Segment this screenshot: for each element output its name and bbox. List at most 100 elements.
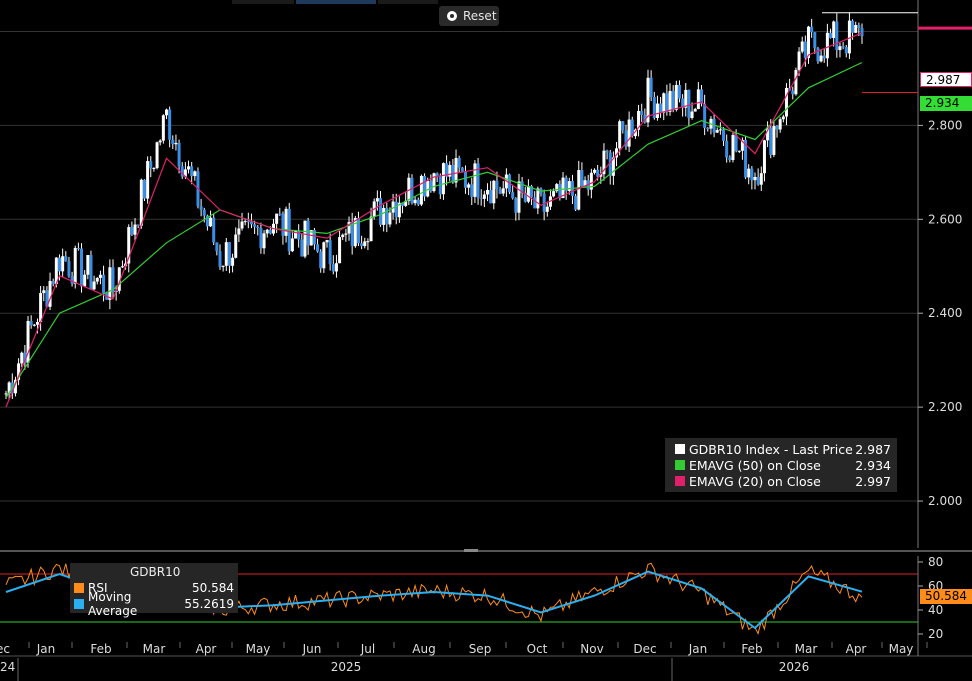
- price-bar-body: [265, 229, 269, 234]
- price-bar-body: [262, 233, 266, 249]
- price-bar-body: [83, 274, 87, 287]
- price-bar-body: [404, 200, 408, 206]
- price-bar-body: [448, 165, 452, 177]
- price-bar-body: [460, 167, 464, 172]
- price-bar-body: [665, 93, 669, 112]
- price-bar-body: [218, 251, 222, 267]
- price-bar-body: [139, 179, 143, 226]
- panel-resize-handle[interactable]: [464, 549, 478, 552]
- year-label: 24: [0, 660, 15, 674]
- price-bar-body: [608, 152, 612, 176]
- price-bar-body: [655, 103, 659, 118]
- price-bar-body: [92, 281, 96, 290]
- price-bar-body: [596, 169, 600, 177]
- price-bar-body: [744, 139, 748, 178]
- price-legend: GDBR10 Index - Last Price 2.987 EMAVG (5…: [665, 438, 897, 492]
- price-bar-body: [385, 207, 389, 225]
- ema50-line: [5, 61, 863, 399]
- price-bar-body: [278, 213, 282, 215]
- rsi-legend-row: RSI 50.584: [74, 580, 234, 596]
- toolbar-tab[interactable]: [378, 0, 438, 4]
- price-bar-body: [441, 163, 445, 195]
- price-bar-body: [117, 267, 121, 291]
- price-bar-body: [841, 46, 845, 48]
- price-bar-body: [762, 140, 766, 174]
- price-bar-body: [48, 280, 52, 307]
- price-bar-body: [495, 180, 499, 190]
- month-label: Apr: [846, 642, 867, 656]
- toolbar-tab-active[interactable]: [296, 0, 376, 4]
- price-bar-body: [476, 163, 480, 198]
- price-bar-body: [470, 184, 474, 197]
- last-price-tag: 2.987: [920, 72, 972, 87]
- price-bar-body: [740, 139, 744, 151]
- price-bar-body: [316, 244, 320, 252]
- price-bar-body: [237, 228, 241, 235]
- price-bar-body: [725, 140, 729, 158]
- year-label: 2025: [331, 660, 362, 674]
- legend-value: 2.997: [855, 473, 891, 489]
- price-bar-body: [794, 69, 798, 95]
- price-bar-body: [158, 140, 162, 143]
- legend-swatch: [74, 599, 84, 609]
- month-label: Apr: [196, 642, 217, 656]
- price-bar-body: [674, 84, 678, 110]
- price-bar-body: [42, 290, 46, 294]
- price-bar-body: [187, 166, 191, 170]
- legend-swatch: [675, 460, 685, 470]
- price-bar-body: [454, 158, 458, 183]
- price-bar-body: [133, 224, 137, 235]
- rsi-tick-label: 40: [928, 603, 943, 617]
- price-bar-body: [401, 202, 405, 206]
- price-bar-body: [275, 213, 279, 224]
- price-bar-body: [797, 51, 801, 70]
- price-bar-body: [375, 198, 379, 202]
- price-bar-body: [769, 127, 773, 155]
- price-bar-body: [514, 198, 518, 213]
- price-bar-body: [807, 26, 810, 58]
- price-bar-body: [95, 277, 99, 282]
- price-tick-label: 2.400: [928, 306, 962, 320]
- price-bar-body: [533, 197, 537, 209]
- price-bar-body: [58, 257, 61, 272]
- price-bar-body: [747, 168, 751, 178]
- price-bar-body: [142, 179, 146, 199]
- price-bar-body: [306, 220, 310, 246]
- price-bar-body: [838, 46, 842, 51]
- price-bar-body: [356, 218, 360, 244]
- price-bar-body: [149, 161, 153, 169]
- toolbar-tab[interactable]: [232, 0, 294, 4]
- price-bar-body: [517, 181, 521, 213]
- price-bar-body: [249, 221, 253, 225]
- price-bar-body: [80, 248, 84, 287]
- month-label: May: [246, 642, 271, 656]
- price-bar-body: [435, 173, 439, 177]
- legend-label: GDBR10 Index - Last Price: [689, 441, 853, 457]
- price-bar-body: [243, 221, 247, 223]
- price-bar-body: [284, 208, 288, 236]
- price-bar-body: [199, 206, 203, 210]
- price-bar-body: [161, 115, 165, 141]
- price-bar-body: [722, 129, 726, 141]
- legend-row-ema20: EMAVG (20) on Close 2.997: [675, 473, 891, 489]
- legend-row-ema50: EMAVG (50) on Close 2.934: [675, 457, 891, 473]
- price-bar-body: [136, 224, 140, 226]
- price-bar-body: [555, 184, 559, 192]
- price-bar-body: [542, 193, 546, 212]
- price-bar-body: [61, 256, 65, 272]
- price-bar-body: [193, 171, 197, 177]
- price-bar-body: [728, 157, 732, 160]
- price-bar-body: [671, 90, 675, 110]
- price-axis: 2.800 2.600 2.400 2.200 2.000: [918, 118, 962, 508]
- price-bar-body: [268, 229, 272, 234]
- price-bar-body: [328, 240, 332, 265]
- price-bar-body: [344, 233, 348, 235]
- price-tick-label: 2.600: [928, 212, 962, 226]
- price-bar-body: [523, 193, 527, 202]
- reset-button[interactable]: Reset: [439, 6, 499, 26]
- price-bar-body: [781, 116, 785, 120]
- month-label: Nov: [580, 642, 603, 656]
- price-bar-body: [467, 184, 471, 188]
- price-bars: [4, 12, 864, 401]
- price-bar-body: [766, 127, 770, 141]
